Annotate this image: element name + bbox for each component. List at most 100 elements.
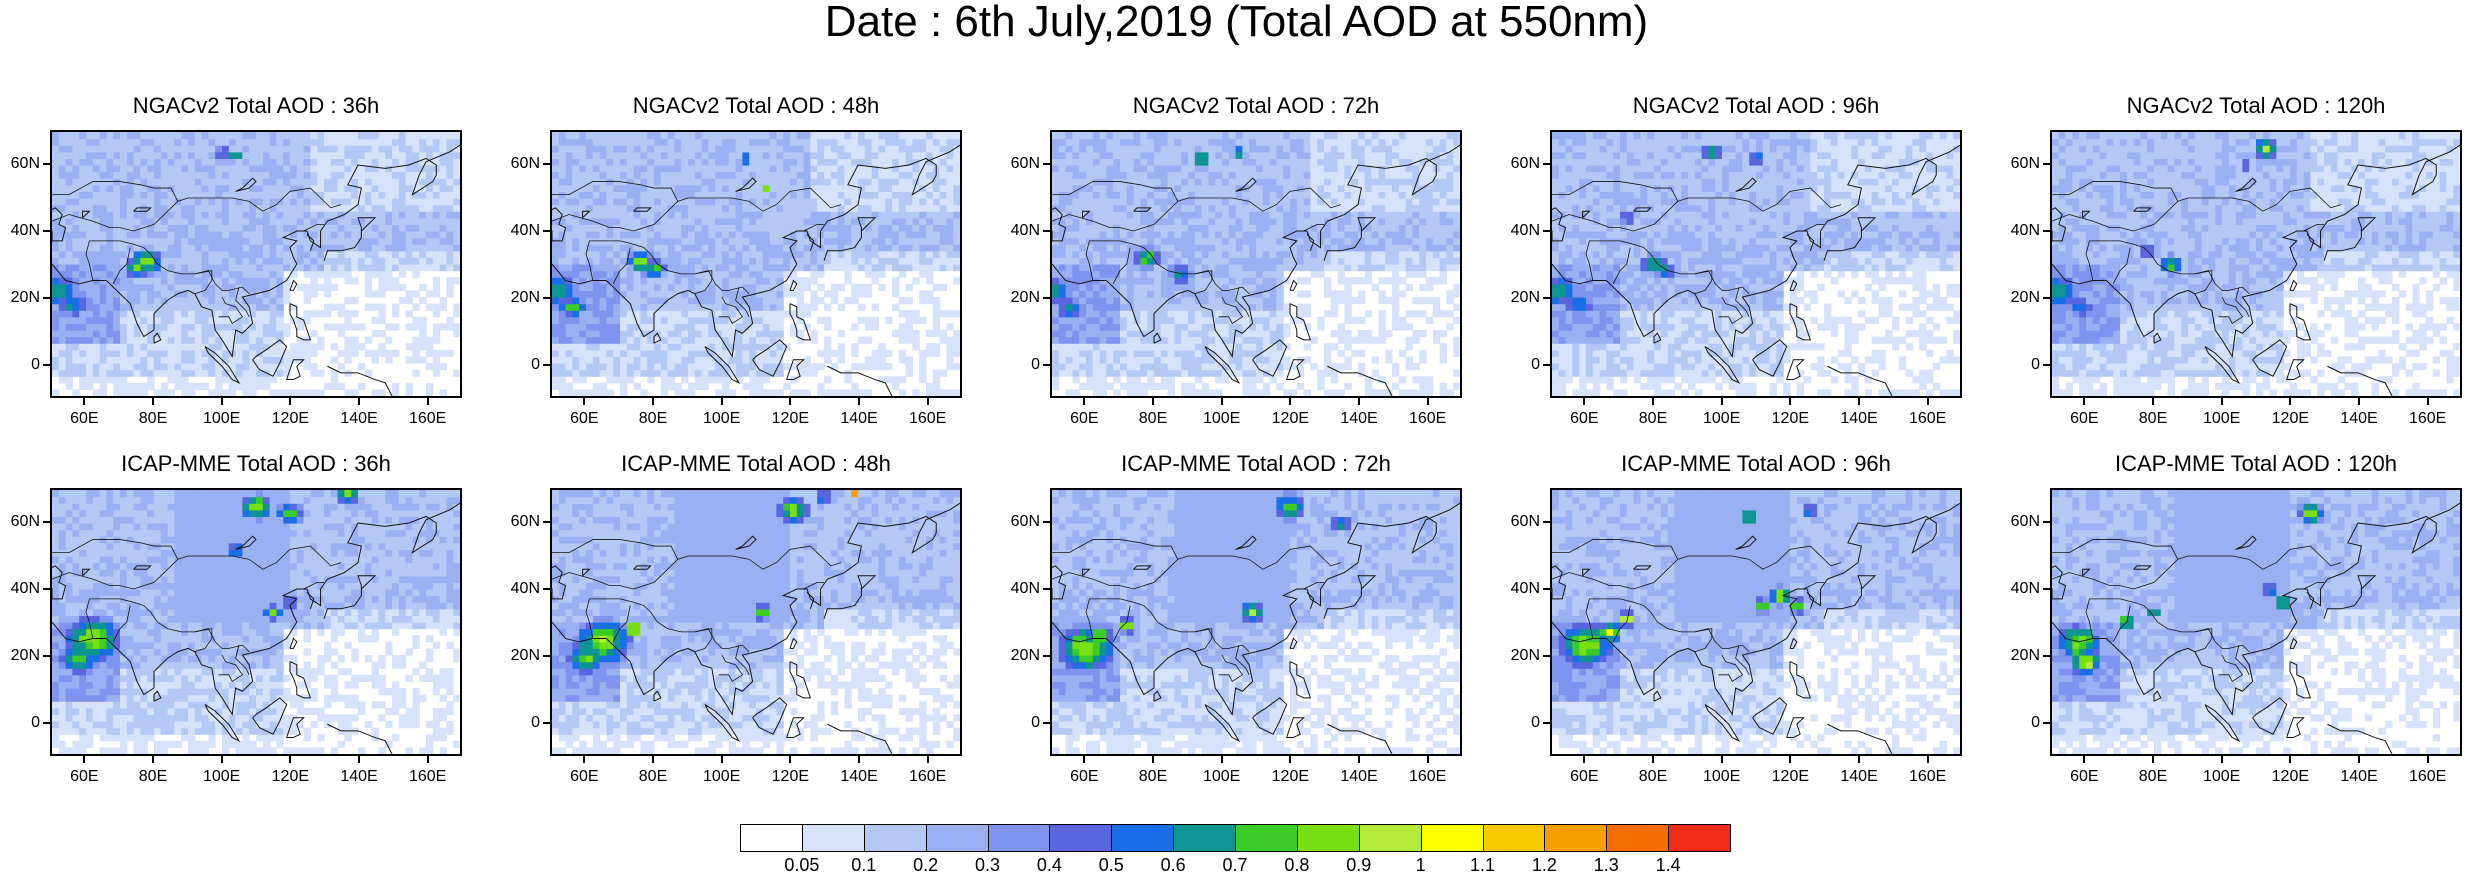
aod-cell (586, 337, 593, 344)
aod-cell (810, 211, 817, 218)
aod-cell (412, 323, 419, 330)
aod-cell (865, 257, 872, 264)
aod-cell (1168, 284, 1175, 291)
aod-cell (899, 323, 906, 330)
aod-cell (1052, 290, 1059, 297)
aod-cell (674, 205, 681, 212)
aod-cell (742, 304, 749, 311)
aod-cell (552, 343, 559, 350)
aod-cell (59, 205, 66, 212)
aod-cell (715, 304, 722, 311)
aod-cell (736, 165, 743, 172)
aod-cell (708, 370, 715, 377)
aod-cell (1072, 244, 1079, 251)
aod-cell (899, 198, 906, 205)
aod-cell (344, 317, 351, 324)
aod-cell (586, 356, 593, 363)
aod-cell (1120, 251, 1127, 258)
aod-cell (593, 330, 600, 337)
aod-cell (1140, 356, 1147, 363)
aod-cell (127, 264, 134, 271)
aod-cell (453, 277, 460, 284)
aod-cell (756, 178, 763, 185)
aod-cell (783, 290, 790, 297)
aod-cell (406, 310, 413, 317)
aod-cell (154, 389, 161, 396)
aod-cell (872, 363, 879, 370)
aod-cell (729, 198, 736, 205)
aod-cell (242, 251, 249, 258)
aod-cell (127, 178, 134, 185)
aod-cell (776, 152, 783, 159)
aod-cell (134, 257, 141, 264)
aod-cell (647, 139, 654, 146)
aod-cell (552, 277, 559, 284)
aod-cell (127, 205, 134, 212)
aod-cell (1106, 231, 1113, 238)
aod-cell (586, 191, 593, 198)
aod-cell (600, 356, 607, 363)
aod-cell (134, 350, 141, 357)
aod-cell (433, 224, 440, 231)
aod-cell (933, 323, 940, 330)
aod-cell (52, 139, 59, 146)
aod-cell (338, 191, 345, 198)
aod-cell (878, 284, 885, 291)
aod-cell (1120, 244, 1127, 251)
aod-cell (351, 277, 358, 284)
aod-cell (715, 356, 722, 363)
aod-cell (310, 158, 317, 165)
aod-cell (453, 257, 460, 264)
aod-cell (668, 284, 675, 291)
aod-cell (1140, 238, 1147, 245)
aod-cell (708, 231, 715, 238)
aod-cell (365, 238, 372, 245)
aod-cell (331, 356, 338, 363)
aod-cell (1161, 323, 1168, 330)
aod-cell (946, 337, 953, 344)
aod-cell (559, 356, 566, 363)
aod-cell (702, 218, 709, 225)
aod-cell (154, 317, 161, 324)
aod-cell (338, 310, 345, 317)
aod-cell (72, 343, 79, 350)
aod-cell (1066, 231, 1073, 238)
aod-cell (1086, 337, 1093, 344)
aod-cell (120, 290, 127, 297)
aod-cell (276, 238, 283, 245)
aod-cell (365, 277, 372, 284)
aod-cell (926, 191, 933, 198)
aod-cell (702, 376, 709, 383)
aod-cell (566, 205, 573, 212)
aod-cell (310, 277, 317, 284)
aod-cell (324, 304, 331, 311)
aod-cell (933, 205, 940, 212)
aod-cell (674, 231, 681, 238)
aod-cell (620, 218, 627, 225)
aod-cell (851, 218, 858, 225)
aod-cell (344, 145, 351, 152)
aod-cell (1140, 370, 1147, 377)
aod-cell (579, 132, 586, 139)
aod-cell (406, 211, 413, 218)
aod-cell (1072, 257, 1079, 264)
aod-cell (729, 132, 736, 139)
aod-cell (1134, 198, 1141, 205)
aod-cell (586, 290, 593, 297)
aod-cell (161, 244, 168, 251)
aod-cell (358, 172, 365, 179)
aod-cell (1140, 350, 1147, 357)
aod-cell (892, 376, 899, 383)
aod-cell (140, 350, 147, 357)
aod-cell (188, 132, 195, 139)
aod-cell (1093, 158, 1100, 165)
aod-cell (736, 191, 743, 198)
aod-cell (276, 165, 283, 172)
aod-cell (338, 158, 345, 165)
aod-cell (304, 178, 311, 185)
aod-cell (120, 389, 127, 396)
aod-cell (620, 304, 627, 311)
aod-cell (290, 389, 297, 396)
aod-cell (168, 172, 175, 179)
aod-cell (222, 251, 229, 258)
